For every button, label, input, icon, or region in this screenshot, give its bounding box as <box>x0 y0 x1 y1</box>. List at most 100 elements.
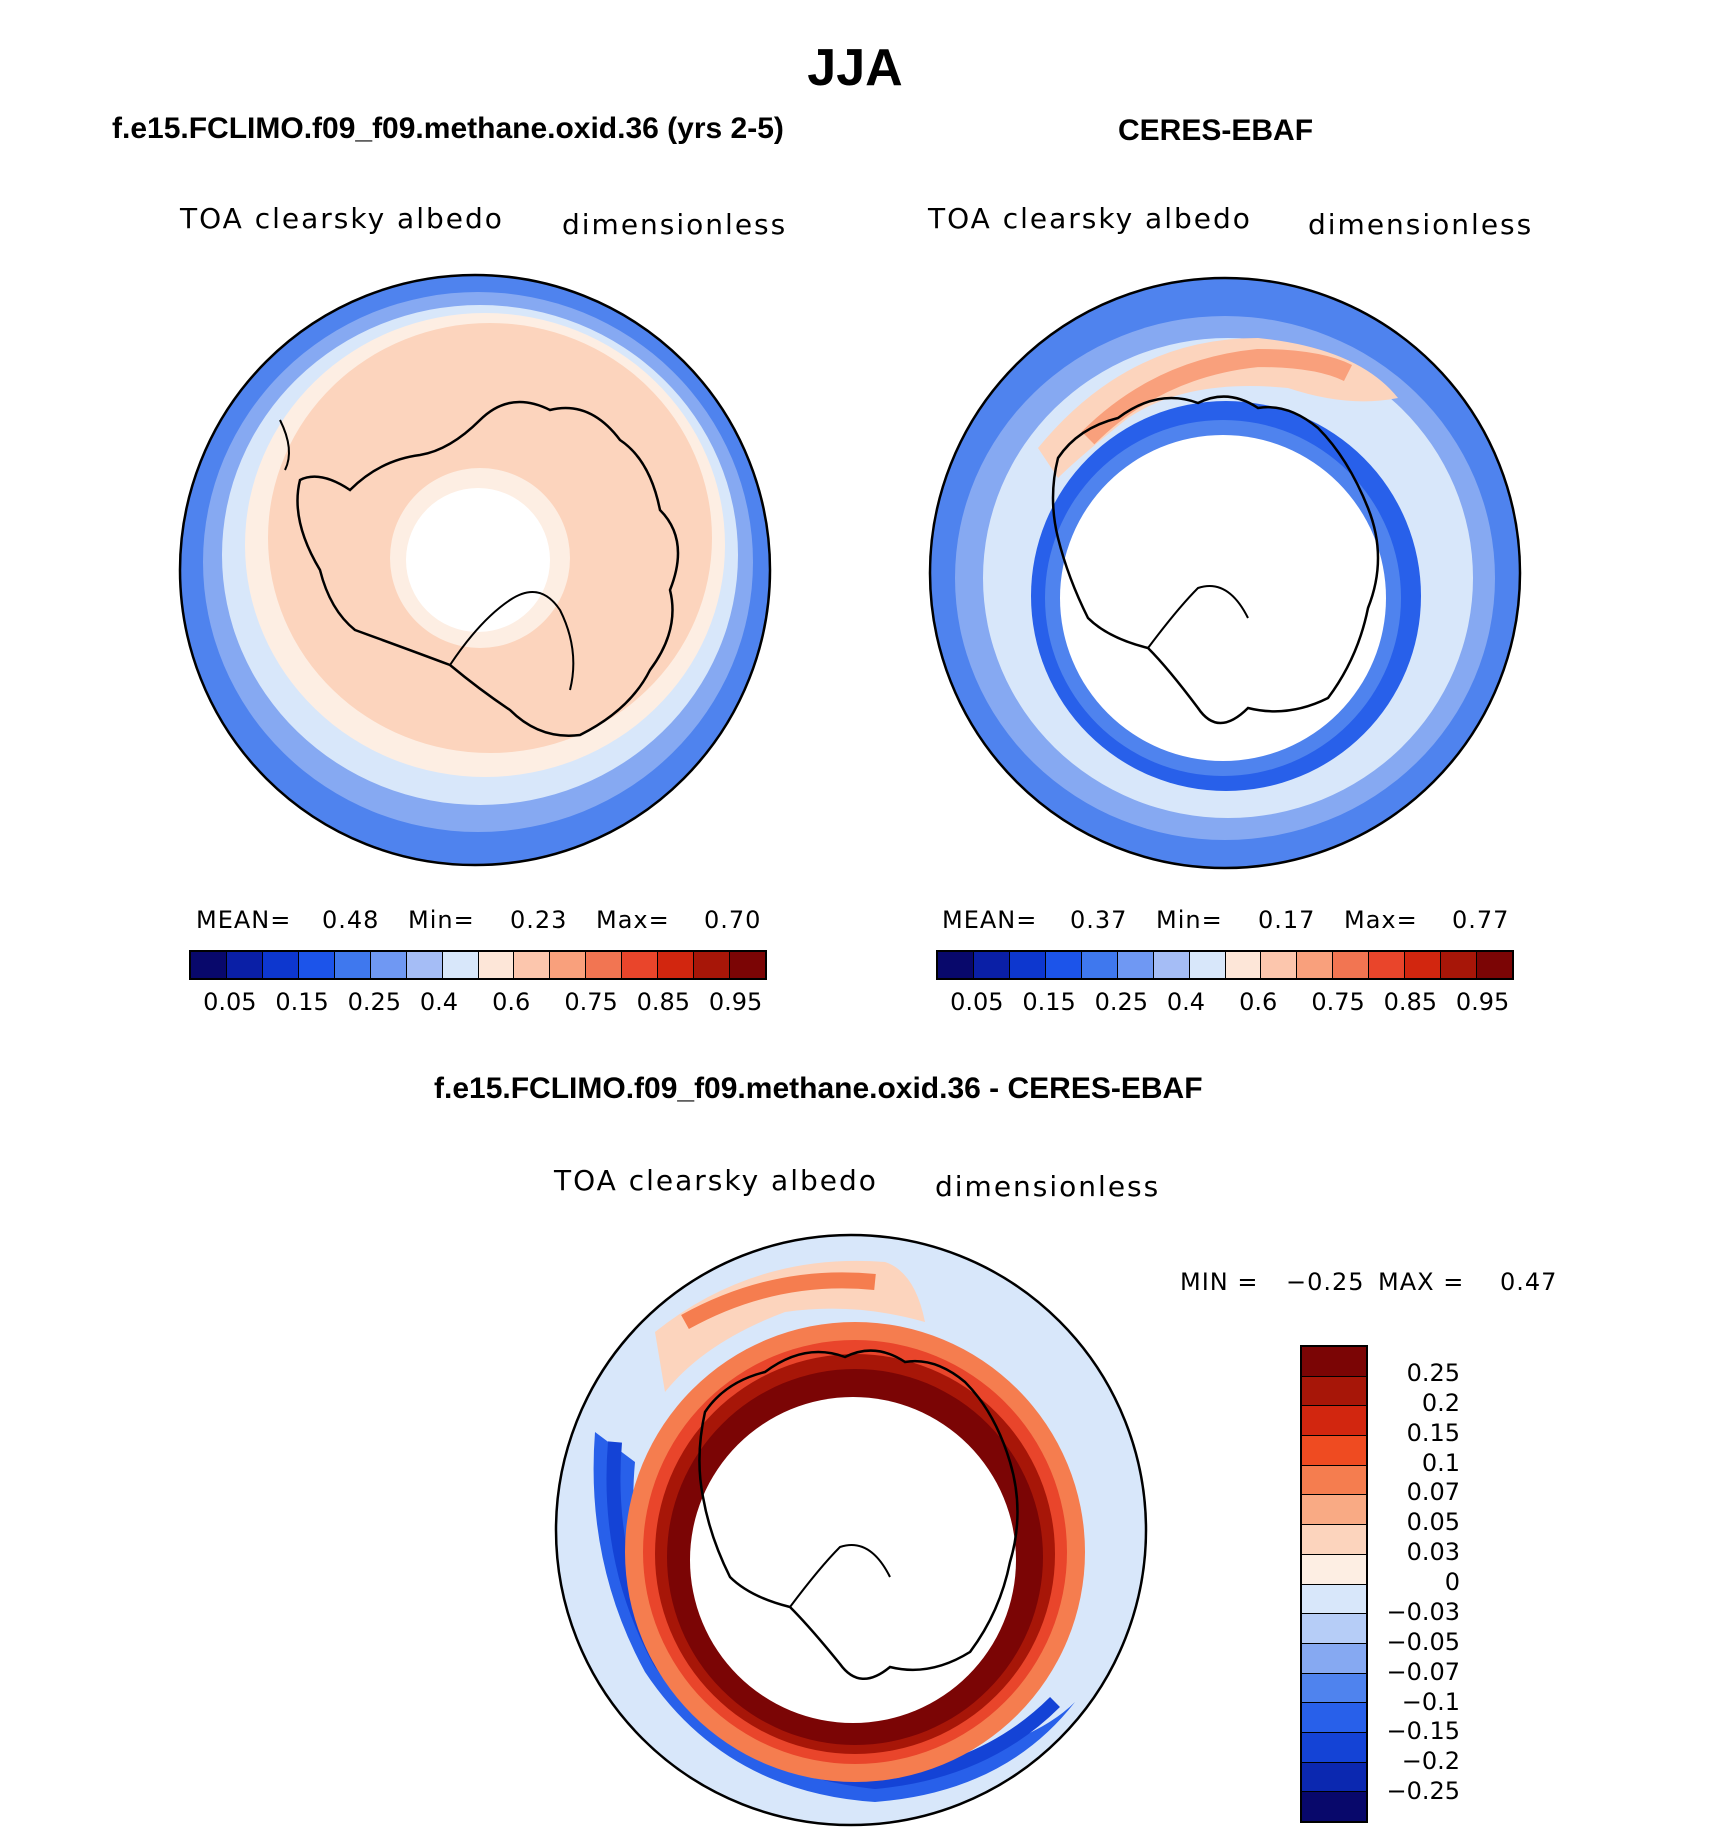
diff-colorbar-tick-label: −0.25 <box>1386 1777 1460 1806</box>
obs-panel-title: CERES-EBAF <box>1118 114 1314 147</box>
diff-colorbar-swatch <box>1302 1643 1366 1674</box>
model-max-label: Max= <box>596 906 670 934</box>
obs-colorbar-tick-label: 0.75 <box>1311 988 1365 1016</box>
obs-colorbar-swatch <box>1153 952 1190 978</box>
diff-colorbar-tick-label: 0.05 <box>1406 1508 1460 1537</box>
obs-colorbar-swatch <box>1081 952 1118 978</box>
model-colorbar-swatch <box>478 952 515 978</box>
polar-night-missing <box>1060 435 1386 761</box>
obs-max-value: 0.77 <box>1452 906 1510 934</box>
model-colorbar-swatch <box>514 952 551 978</box>
diff-colorbar-tick-label: −0.07 <box>1386 1657 1460 1686</box>
obs-colorbar-tick-label: 0.05 <box>950 988 1004 1016</box>
obs-colorbar-swatch <box>1369 952 1406 978</box>
diff-colorbar-swatch <box>1302 1614 1366 1644</box>
diff-colorbar-tick-label: 0 <box>1444 1568 1460 1596</box>
diff-colorbar-tick-label: −0.03 <box>1386 1597 1460 1626</box>
obs-colorbar-swatch <box>973 952 1010 978</box>
model-colorbar-tick-label: 0.05 <box>203 988 257 1016</box>
diff-colorbar-swatch <box>1302 1554 1366 1585</box>
model-colorbar-swatch <box>442 952 479 978</box>
polar-night-missing <box>406 488 550 632</box>
obs-colorbar-swatch <box>1045 952 1082 978</box>
diff-max-value: 0.47 <box>1500 1268 1558 1296</box>
model-colorbar-ticks: 0.05 0.15 0.25 0.4 0.6 0.75 0.85 0.95 <box>189 988 767 1018</box>
diff-colorbar-swatch <box>1302 1732 1366 1763</box>
map-border <box>554 1233 1148 1827</box>
diff-colorbar-swatch <box>1302 1584 1366 1615</box>
diff-min-value: −0.25 <box>1286 1268 1365 1296</box>
model-colorbar-tick-label: 0.25 <box>347 988 402 1016</box>
diff-colorbar-swatch <box>1302 1376 1366 1407</box>
obs-colorbar <box>936 950 1514 980</box>
obs-high-sector <box>1038 338 1398 478</box>
obs-colorbar-swatch <box>1261 952 1298 978</box>
model-colorbar-swatch <box>298 952 335 978</box>
diff-units-label: dimensionless <box>935 1170 1161 1203</box>
obs-colorbar-ticks: 0.05 0.15 0.25 0.4 0.6 0.75 0.85 0.95 <box>936 988 1514 1018</box>
obs-min-label: Min= <box>1156 906 1223 934</box>
diff-colorbar-swatch <box>1302 1673 1366 1704</box>
diff-colorbar-tick-label: 0.2 <box>1421 1388 1460 1417</box>
obs-colorbar-swatch <box>1333 952 1370 978</box>
model-colorbar-tick-label: 0.6 <box>492 988 531 1016</box>
diff-colorbar-swatch <box>1302 1525 1366 1555</box>
model-units-label: dimensionless <box>562 208 788 241</box>
obs-colorbar-swatch <box>1477 952 1512 978</box>
model-colorbar-swatch <box>658 952 695 978</box>
obs-mean-label: MEAN= <box>942 906 1038 934</box>
diff-colorbar-swatch <box>1302 1347 1366 1377</box>
diff-colorbar-tick-label: −0.05 <box>1386 1627 1460 1656</box>
model-colorbar-swatch <box>262 952 299 978</box>
antarctica-coastline <box>296 400 680 737</box>
model-colorbar-swatch <box>226 952 263 978</box>
diff-colorbar-tick-label: 0.1 <box>1421 1448 1460 1477</box>
obs-variable-label: TOA clearsky albedo <box>928 202 1252 235</box>
diff-colorbar-tick-label: −0.1 <box>1401 1687 1460 1716</box>
figure-title: JJA <box>807 39 903 97</box>
obs-mean-value: 0.37 <box>1070 906 1128 934</box>
model-colorbar-tick-label: 0.15 <box>275 988 329 1016</box>
model-panel-title: f.e15.FCLIMO.f09_f09.methane.oxid.36 (yr… <box>112 112 784 145</box>
obs-colorbar-tick-label: 0.4 <box>1166 988 1206 1016</box>
obs-colorbar-swatch <box>1189 952 1226 978</box>
model-polar-map <box>178 273 772 867</box>
model-colorbar-tick-label: 0.85 <box>636 988 691 1016</box>
diff-colorbar-tick-label: −0.2 <box>1401 1747 1460 1776</box>
model-colorbar-swatch <box>191 952 227 978</box>
diff-colorbar-swatch <box>1302 1465 1366 1496</box>
obs-colorbar-tick-label: 0.25 <box>1094 988 1149 1016</box>
model-colorbar-swatch <box>622 952 659 978</box>
diff-polar-map <box>554 1233 1148 1827</box>
map-border <box>928 276 1522 870</box>
obs-colorbar-tick-label: 0.95 <box>1455 988 1510 1016</box>
diff-min-label: MIN = <box>1180 1268 1259 1296</box>
diff-colorbar-tick-label: 0.07 <box>1406 1478 1460 1507</box>
obs-colorbar-swatch <box>1009 952 1046 978</box>
antarctica-coastline <box>1051 395 1380 725</box>
obs-colorbar-swatch <box>1441 952 1478 978</box>
diff-colorbar-swatch <box>1302 1762 1366 1793</box>
model-colorbar-swatch <box>370 952 407 978</box>
diff-colorbar-swatch <box>1302 1436 1366 1466</box>
diff-colorbar-tick-label: 0.15 <box>1406 1418 1460 1447</box>
diff-colorbar-tick-label: −0.15 <box>1386 1717 1460 1746</box>
diff-colorbar-swatch <box>1302 1495 1366 1526</box>
diff-colorbar-swatch <box>1302 1406 1366 1437</box>
model-colorbar-swatch <box>694 952 731 978</box>
obs-min-value: 0.17 <box>1258 906 1316 934</box>
model-colorbar-swatch <box>334 952 371 978</box>
obs-units-label: dimensionless <box>1308 208 1534 241</box>
map-border <box>178 273 772 867</box>
diff-colorbar-tick-label: 0.03 <box>1406 1538 1460 1567</box>
model-variable-label: TOA clearsky albedo <box>180 202 504 235</box>
diff-colorbar <box>1300 1345 1368 1823</box>
model-colorbar-swatch <box>550 952 587 978</box>
model-colorbar-swatch <box>586 952 623 978</box>
diff-variable-label: TOA clearsky albedo <box>554 1164 878 1197</box>
obs-max-label: Max= <box>1344 906 1418 934</box>
obs-colorbar-swatch <box>1297 952 1334 978</box>
model-colorbar-swatch <box>730 952 765 978</box>
obs-colorbar-swatch <box>1405 952 1442 978</box>
obs-colorbar-tick-label: 0.85 <box>1383 988 1438 1016</box>
